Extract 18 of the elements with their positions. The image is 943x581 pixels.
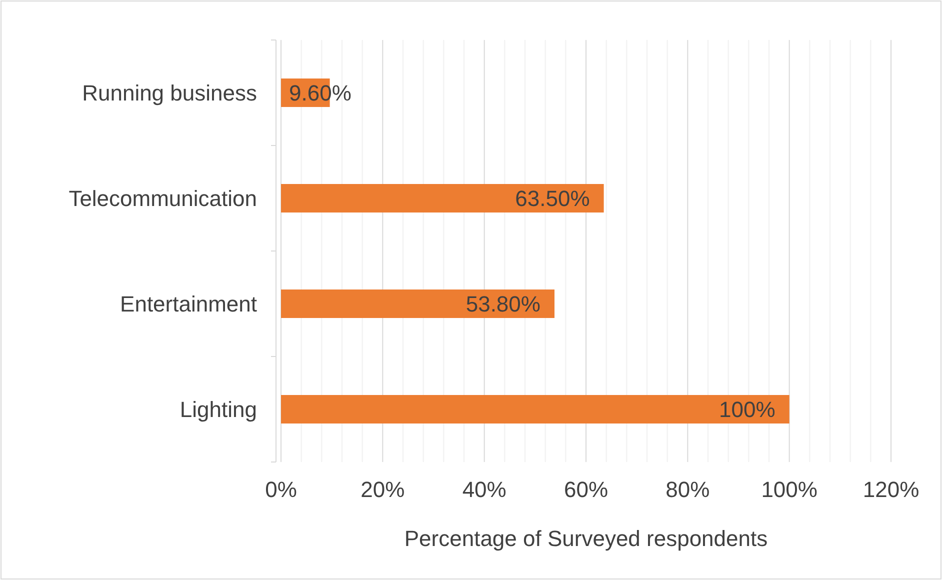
y-tick-label: Lighting bbox=[180, 396, 257, 422]
x-tick-label: 40% bbox=[462, 476, 506, 502]
y-tick-label: Entertainment bbox=[120, 291, 257, 316]
y-tick-label: Telecommunication bbox=[68, 186, 257, 211]
x-tick-label: 60% bbox=[564, 476, 608, 502]
x-tick-label: 0% bbox=[265, 476, 297, 502]
x-tick-label: 20% bbox=[360, 476, 405, 502]
y-tick-label: Running business bbox=[82, 80, 257, 106]
x-tick-label: 100% bbox=[761, 476, 818, 502]
x-axis-title: Percentage of Surveyed respondents bbox=[404, 526, 768, 551]
bar bbox=[281, 184, 604, 212]
x-tick-label: 80% bbox=[666, 476, 710, 502]
bar bbox=[281, 395, 790, 424]
data-label: 100% bbox=[719, 396, 776, 422]
data-label: 53.80% bbox=[466, 291, 540, 316]
data-label: 63.50% bbox=[515, 186, 590, 211]
x-tick-label: 120% bbox=[862, 476, 920, 502]
bar bbox=[281, 290, 554, 318]
